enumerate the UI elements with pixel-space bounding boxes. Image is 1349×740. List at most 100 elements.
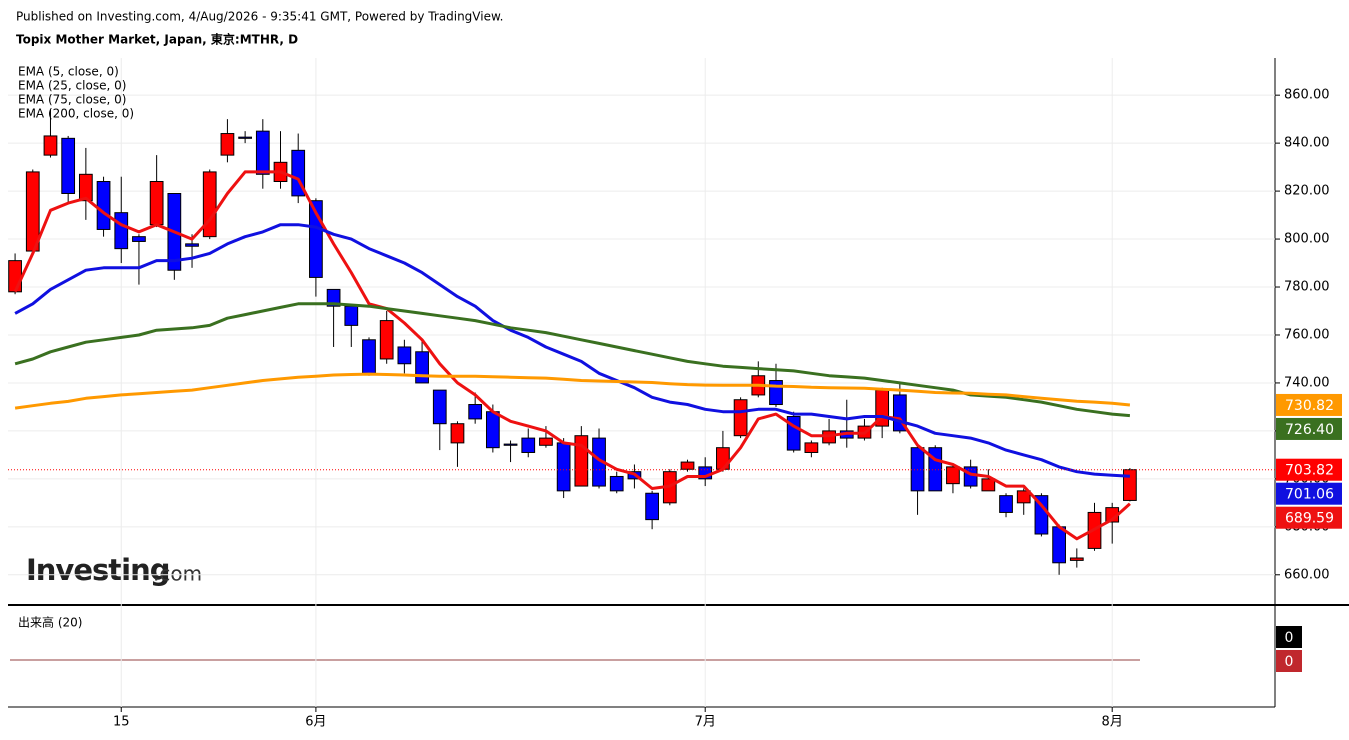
candle (379, 310, 394, 364)
candle-body (96, 181, 111, 230)
candle-body (185, 243, 199, 247)
candle-body (963, 466, 978, 487)
candle-body (379, 320, 394, 360)
candle (362, 337, 376, 376)
candle-body (1016, 490, 1031, 504)
legend-entry: EMA (75, close, 0) (18, 93, 126, 107)
candle-body (946, 466, 960, 485)
candle (733, 397, 748, 439)
price-label: 701.06 (1285, 487, 1334, 503)
watermark-brand: Investing (26, 553, 169, 587)
candle-body (202, 171, 217, 238)
candle-body (397, 346, 412, 365)
candle-body (503, 443, 518, 446)
y-tick-label: 760.00 (1284, 327, 1330, 342)
candle (326, 288, 341, 347)
candle (1016, 488, 1031, 515)
candle (521, 428, 536, 458)
price-label-box (1276, 482, 1342, 505)
candle-body (1123, 469, 1137, 501)
candle-body (238, 136, 252, 139)
watermark-suffix: .com (153, 562, 202, 586)
price-label: 726.40 (1285, 422, 1334, 438)
watermark: Investing .com (26, 553, 202, 587)
legend-entry: EMA (200, close, 0) (18, 107, 134, 121)
candle (432, 389, 447, 451)
price-label: 703.82 (1285, 463, 1334, 479)
ema-line (14, 372, 1131, 410)
candle-body (485, 411, 500, 449)
candle-body (362, 339, 376, 374)
y-tick-label: 660.00 (1284, 567, 1330, 582)
candle-body (999, 495, 1013, 513)
candle (609, 471, 624, 494)
candle-body (468, 404, 483, 420)
candle (43, 109, 58, 158)
candle (946, 464, 960, 494)
candle-body (556, 442, 571, 492)
candle-body (680, 461, 695, 470)
price-label-box (1276, 506, 1342, 529)
volume-label-box (1276, 626, 1302, 648)
candle (928, 445, 943, 492)
candle-body (733, 399, 748, 437)
candle (1123, 468, 1137, 502)
candle-body (255, 130, 270, 175)
candle-body (415, 351, 429, 384)
chart-subtitle: Published on Investing.com, 4/Aug/2026 -… (16, 10, 503, 24)
candle-body (1069, 557, 1084, 561)
x-tick-label: 15 (113, 715, 130, 730)
candle (25, 169, 40, 254)
candle (397, 339, 412, 374)
candle (255, 119, 270, 189)
candle (78, 147, 93, 220)
price-label-box (1276, 458, 1342, 481)
candle-body (220, 133, 235, 156)
candle (468, 392, 483, 424)
candle-body (1052, 526, 1066, 564)
chart-title: Topix Mother Market, Japan, 東京:MTHR, D (16, 32, 298, 47)
x-tick-label: 8月 (1102, 715, 1123, 730)
candle (96, 176, 111, 237)
candle (981, 469, 996, 492)
candle-body (521, 437, 536, 453)
candle (149, 155, 164, 228)
y-tick-label: 780.00 (1284, 280, 1330, 295)
candle-body (539, 437, 553, 446)
y-tick-label: 800.00 (1284, 232, 1330, 247)
candle-body (769, 380, 783, 406)
candle-body (78, 173, 93, 202)
y-tick-label: 840.00 (1284, 136, 1330, 151)
candle-body (450, 423, 465, 444)
y-tick-label: 860.00 (1284, 88, 1330, 103)
candle (786, 411, 801, 453)
price-label-box (1276, 393, 1342, 416)
legend-entry: EMA (25, close, 0) (18, 79, 126, 93)
candle-body (645, 492, 659, 521)
ema-line (13, 170, 1131, 541)
volume-label-box (1276, 650, 1302, 672)
legend-entry: EMA (5, close, 0) (18, 65, 119, 79)
candle (1069, 548, 1084, 568)
candle (999, 493, 1013, 518)
candle-body (981, 478, 996, 492)
candle (238, 131, 252, 144)
candle-body (326, 288, 341, 307)
candle (556, 438, 571, 499)
candle (804, 440, 819, 458)
candle (450, 421, 465, 467)
candle-body (149, 181, 164, 226)
candle-body (61, 137, 76, 194)
candle-body (432, 389, 447, 425)
price-label: 689.59 (1285, 511, 1334, 527)
volume-title: 出来高 (20) (18, 615, 82, 630)
x-tick-label: 6月 (305, 715, 326, 730)
y-tick-label: 820.00 (1284, 184, 1330, 199)
candle-body (609, 475, 624, 492)
candle-body (114, 212, 129, 250)
candle-body (804, 442, 819, 453)
candle-body (43, 135, 58, 156)
volume-label: 0 (1285, 630, 1294, 646)
